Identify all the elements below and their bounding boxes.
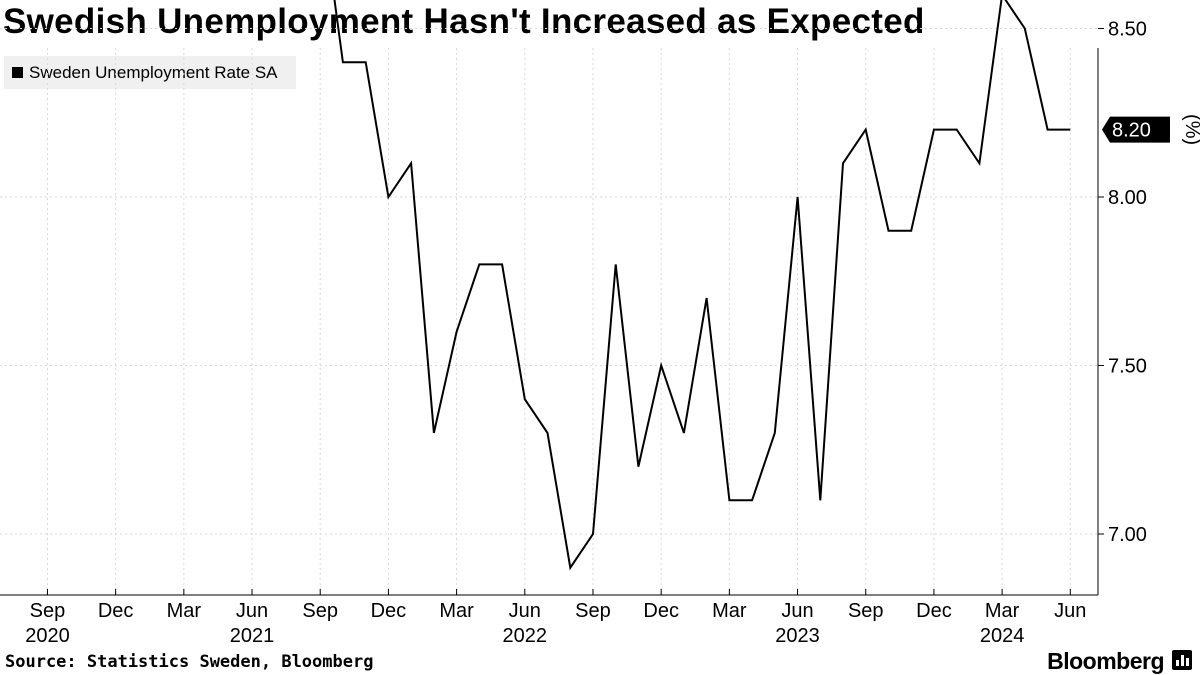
x-tick-label: Jun [509, 600, 541, 622]
legend-swatch [12, 67, 23, 78]
y-tick-label: 7.50 [1108, 356, 1147, 378]
x-year-label: 2022 [503, 625, 548, 647]
last-value-callout [1102, 116, 1170, 143]
y-tick-label: 8.00 [1108, 187, 1147, 209]
x-tick-label: Sep [302, 600, 338, 622]
x-year-label: 2021 [230, 625, 275, 647]
x-tick-label: Dec [371, 600, 407, 622]
bloomberg-logo: Bloomberg [1047, 648, 1164, 674]
y-tick-label: 8.50 [1108, 19, 1147, 41]
x-tick-label: Dec [916, 600, 952, 622]
x-tick-label: Dec [98, 600, 134, 622]
x-tick-label: Sep [575, 600, 611, 622]
y-tick-label: 7.00 [1108, 524, 1147, 546]
x-tick-label: Sep [848, 600, 884, 622]
x-tick-label: Jun [1054, 600, 1086, 622]
x-tick-label: Mar [167, 600, 202, 622]
legend-label: Sweden Unemployment Rate SA [29, 62, 278, 82]
x-tick-label: Mar [439, 600, 474, 622]
source-note: Source: Statistics Sweden, Bloomberg [5, 652, 374, 672]
y-unit-label: (%) [1181, 114, 1200, 145]
chart-title: Swedish Unemployment Hasn't Increased as… [3, 2, 925, 41]
legend: Sweden Unemployment Rate SA [4, 56, 296, 89]
x-year-label: 2023 [775, 625, 820, 647]
x-year-label: 2020 [25, 625, 70, 647]
x-tick-label: Mar [985, 600, 1020, 622]
last-value-label: 8.20 [1112, 120, 1151, 142]
x-tick-label: Jun [781, 600, 813, 622]
x-tick-label: Dec [643, 600, 679, 622]
x-tick-label: Jun [236, 600, 268, 622]
series-line-unemployment [333, 0, 1071, 571]
x-tick-label: Sep [30, 600, 66, 622]
x-year-label: 2024 [980, 625, 1025, 647]
bloomberg-chart-icon [1172, 650, 1192, 670]
x-tick-label: Mar [712, 600, 747, 622]
